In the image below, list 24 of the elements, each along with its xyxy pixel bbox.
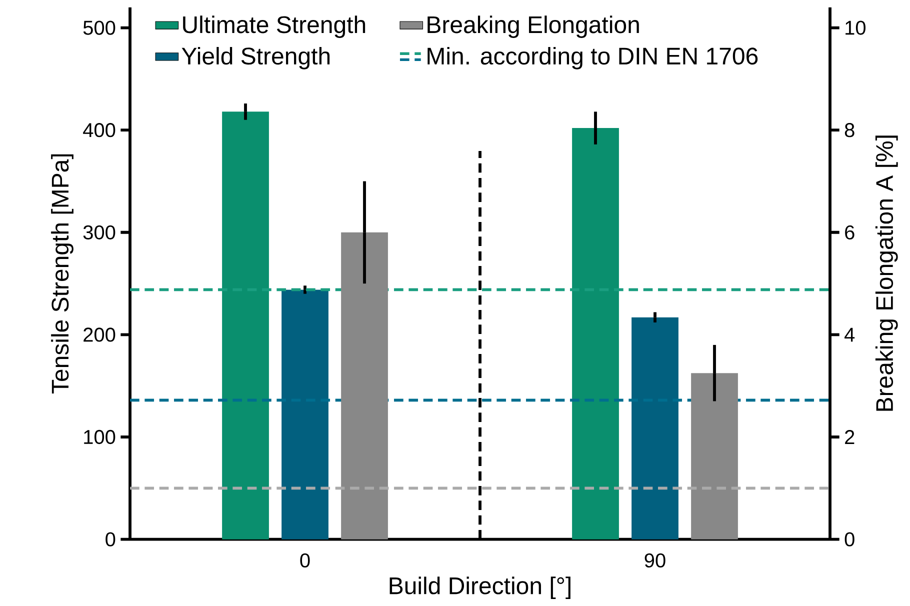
legend-label: Breaking Elongation xyxy=(428,16,639,38)
y2-tick-label: 6 xyxy=(845,225,854,240)
x-axis-title: Build Direction [°] xyxy=(390,576,570,600)
y-tick-label: 500 xyxy=(83,20,116,35)
y-axis-title: Tensile Strength [MPa] xyxy=(51,154,74,394)
legend-label: Yield Strength xyxy=(182,46,330,70)
y-tick-label: 400 xyxy=(83,123,116,138)
y-tick-label: 100 xyxy=(84,430,116,444)
bar xyxy=(222,112,269,540)
bar xyxy=(572,128,619,540)
y2-tick-label: 8 xyxy=(844,123,854,138)
y2-tick-label: 0 xyxy=(844,532,854,546)
y-tick-label: 200 xyxy=(84,328,116,342)
y2-tick-label: 2 xyxy=(845,430,854,444)
y2-tick-label: 4 xyxy=(844,328,855,342)
legend-label: Min. according to DIN EN 1706 xyxy=(428,46,758,70)
x-tick-label: 90 xyxy=(644,553,666,568)
legend-label: Ultimate Strength xyxy=(183,16,366,38)
y-tick-label: 300 xyxy=(83,225,116,240)
y2-axis-title: Breaking Elongation A [%] xyxy=(875,136,898,411)
bar xyxy=(282,290,328,540)
y2-tick-label: 10 xyxy=(846,20,866,35)
y-tick-label: 0 xyxy=(106,532,116,546)
bar xyxy=(632,317,678,540)
